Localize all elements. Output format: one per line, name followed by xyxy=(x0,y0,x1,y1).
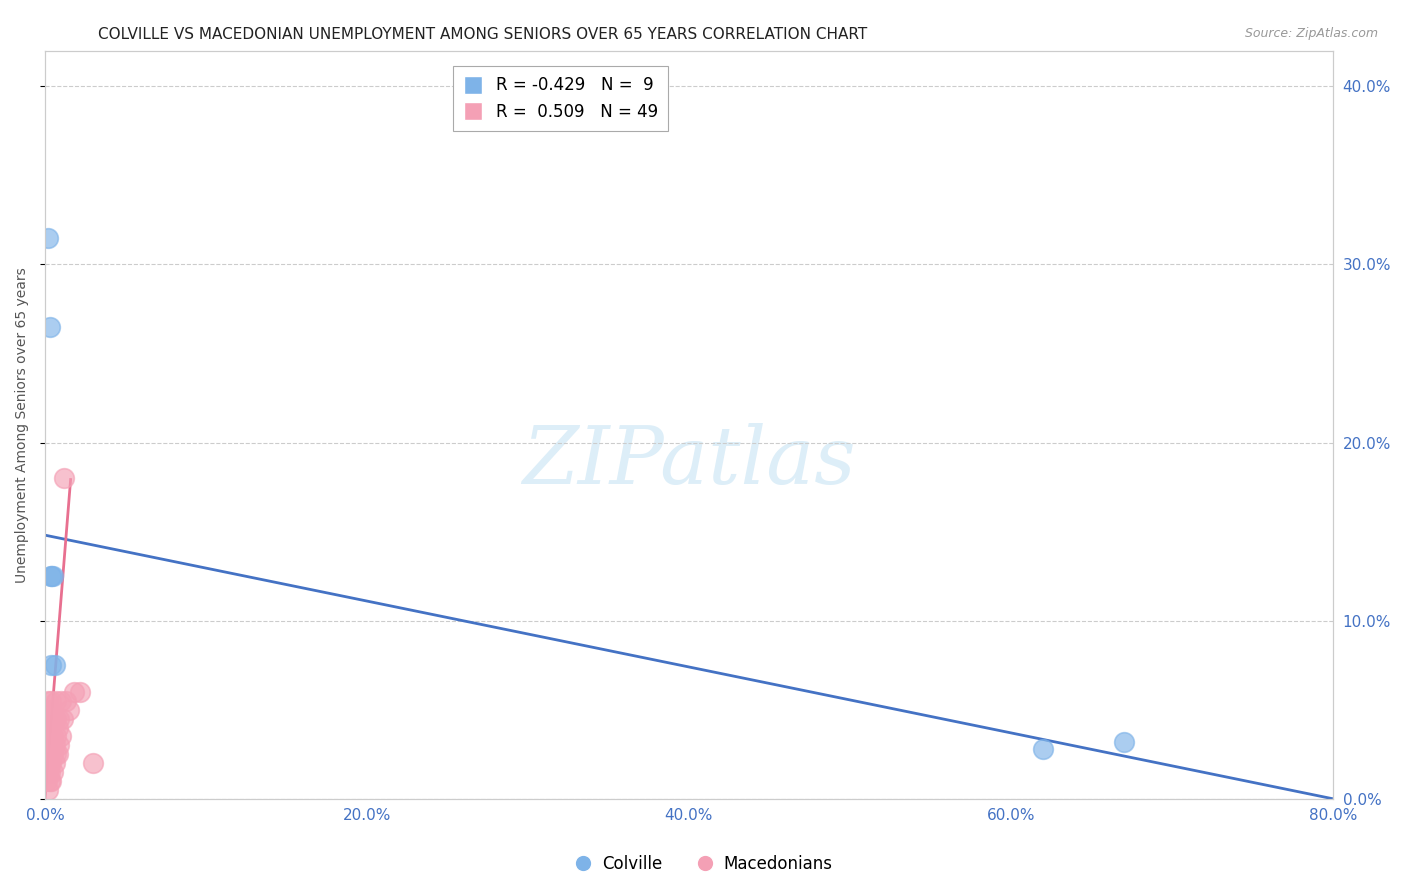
Point xyxy=(37,739,59,753)
Point xyxy=(42,747,65,762)
Point xyxy=(41,774,63,789)
Point xyxy=(37,756,59,771)
Point xyxy=(63,685,86,699)
Point xyxy=(69,685,91,699)
Point xyxy=(38,721,60,735)
Point xyxy=(49,730,72,744)
Point xyxy=(41,756,63,771)
Point xyxy=(38,765,60,780)
Point xyxy=(45,730,67,744)
Point xyxy=(53,471,76,485)
Point xyxy=(35,703,58,717)
Point xyxy=(37,712,59,726)
Point xyxy=(37,230,59,244)
Point xyxy=(37,730,59,744)
Point xyxy=(38,739,60,753)
Point xyxy=(46,721,69,735)
Point xyxy=(44,739,66,753)
Point xyxy=(37,782,59,797)
Text: Source: ZipAtlas.com: Source: ZipAtlas.com xyxy=(1244,27,1378,40)
Text: ZIPatlas: ZIPatlas xyxy=(522,424,856,501)
Point xyxy=(55,694,77,708)
Point xyxy=(48,712,70,726)
Point xyxy=(58,703,80,717)
Point xyxy=(48,739,70,753)
Point xyxy=(41,569,63,583)
Point xyxy=(49,694,72,708)
Point xyxy=(44,756,66,771)
Point xyxy=(82,756,104,771)
Point xyxy=(38,319,60,334)
Point xyxy=(34,747,56,762)
Point xyxy=(1032,742,1054,756)
Text: COLVILLE VS MACEDONIAN UNEMPLOYMENT AMONG SENIORS OVER 65 YEARS CORRELATION CHAR: COLVILLE VS MACEDONIAN UNEMPLOYMENT AMON… xyxy=(98,27,868,42)
Point xyxy=(34,765,56,780)
Point xyxy=(35,721,58,735)
Point xyxy=(52,712,75,726)
Point xyxy=(42,765,65,780)
Point xyxy=(41,658,63,673)
Point xyxy=(44,658,66,673)
Point xyxy=(37,765,59,780)
Y-axis label: Unemployment Among Seniors over 65 years: Unemployment Among Seniors over 65 years xyxy=(15,267,30,582)
Point xyxy=(42,730,65,744)
Point xyxy=(38,774,60,789)
Point xyxy=(35,774,58,789)
Point xyxy=(41,569,63,583)
Legend: Colville, Macedonians: Colville, Macedonians xyxy=(567,848,839,880)
Point xyxy=(46,747,69,762)
Point xyxy=(44,712,66,726)
Point xyxy=(38,703,60,717)
Point xyxy=(35,739,58,753)
Point xyxy=(38,756,60,771)
Point xyxy=(45,712,67,726)
Point xyxy=(42,569,65,583)
Point xyxy=(41,721,63,735)
Point xyxy=(35,756,58,771)
Point xyxy=(45,694,67,708)
Point xyxy=(41,694,63,708)
Point xyxy=(45,747,67,762)
Point xyxy=(1112,735,1135,749)
Point xyxy=(37,694,59,708)
Point xyxy=(41,739,63,753)
Point xyxy=(42,712,65,726)
Legend: R = -0.429   N =  9, R =  0.509   N = 49: R = -0.429 N = 9, R = 0.509 N = 49 xyxy=(453,67,668,131)
